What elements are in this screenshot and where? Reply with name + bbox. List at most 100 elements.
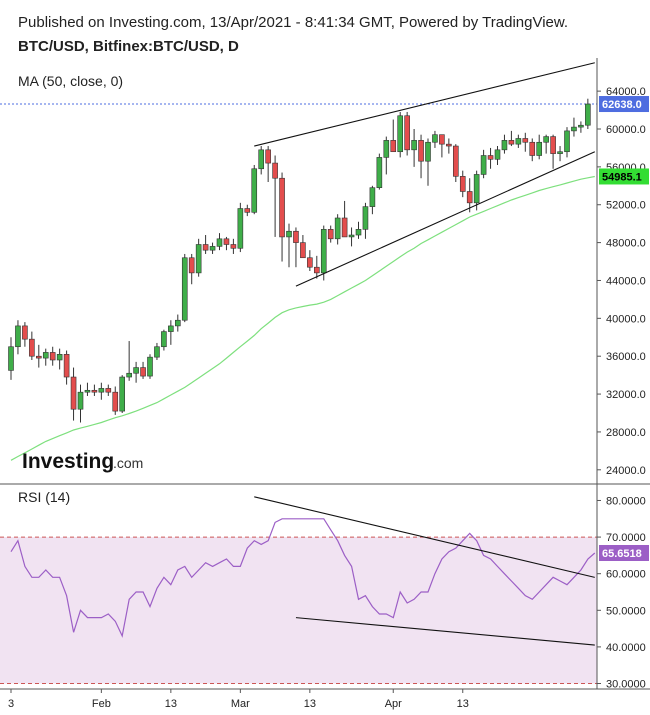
candle-body (209, 246, 216, 251)
candle-body (341, 217, 348, 238)
price-tick-label: 32000.0 (606, 389, 646, 401)
candle-body (452, 145, 459, 177)
candle (258, 146, 265, 175)
candle-body (480, 155, 487, 175)
candle (181, 253, 188, 323)
candle (446, 138, 452, 154)
last-price-tag-bg (599, 96, 649, 113)
candle (15, 320, 21, 355)
candle-body (320, 229, 327, 274)
price-tick-label: 24000.0 (606, 465, 646, 477)
candle-body (279, 177, 285, 238)
rsi-axis: 80.0000 70.0000 60.0000 50.0000 40.0000 30.00… (597, 495, 649, 691)
candle-body (195, 244, 202, 274)
candle-body (418, 140, 424, 162)
candle-body (439, 134, 445, 145)
candle-body (307, 257, 313, 268)
candle (175, 314, 181, 332)
candle (244, 204, 251, 217)
candle (279, 172, 285, 262)
candle-body (529, 141, 536, 156)
candle-body (446, 143, 452, 147)
x-tick-label: 13 (457, 698, 469, 710)
x-axis: 3 Feb 13 Mar 13 Apr 13 (8, 689, 469, 710)
candle-body (175, 319, 181, 327)
candle (501, 134, 508, 154)
candle (550, 134, 556, 169)
rsi-polyline (10, 518, 596, 638)
candle (390, 119, 397, 153)
candle-body (133, 367, 139, 374)
candle (494, 146, 501, 165)
price-tick-label: 48000.0 (606, 238, 646, 250)
rsi-tick-label: 40.0000 (606, 642, 646, 654)
candle (313, 255, 320, 279)
candle (522, 132, 529, 152)
candlesticks (8, 98, 591, 423)
price-tick-label: 28000.0 (606, 427, 646, 439)
upper-wedge-line (254, 62, 595, 147)
candle-body (459, 176, 466, 192)
candle-body (550, 136, 556, 154)
candle-body (272, 162, 278, 179)
candle-body (188, 257, 195, 274)
candle-body (112, 391, 119, 412)
candle (466, 178, 473, 213)
candle-body (508, 140, 515, 145)
candle-body (390, 140, 397, 153)
candle (418, 134, 424, 179)
candle (585, 98, 591, 129)
candle (564, 127, 570, 158)
candle (168, 320, 174, 345)
candle-body (98, 388, 105, 393)
candle-body (223, 238, 230, 245)
candle (473, 170, 480, 211)
last-price-tag-text: 62638.0 (602, 99, 642, 111)
rsi-band-fill (0, 537, 597, 684)
candle-body (105, 388, 112, 393)
candle-body (70, 376, 77, 410)
candle (348, 227, 355, 247)
x-tick-label: 13 (304, 698, 316, 710)
ma-title: MA (50, close, 0) (18, 73, 123, 89)
candle (112, 386, 119, 415)
candle-body (35, 355, 42, 359)
candle (327, 225, 334, 243)
candle-body (15, 325, 21, 348)
candle (293, 227, 299, 268)
investing-logo: Investing.com (22, 450, 143, 473)
candle-body (140, 367, 146, 377)
candle (439, 134, 445, 158)
candle-body (161, 331, 167, 348)
last-price-tag: 62638.0 (599, 96, 649, 113)
candle (154, 342, 160, 360)
candle-body (571, 126, 577, 132)
candle-body (49, 352, 56, 361)
candle-body (543, 136, 549, 143)
rsi-value-tag: 65.6518 (599, 544, 649, 561)
candle (411, 129, 417, 167)
candle-body (56, 354, 63, 361)
moving-average-line (10, 175, 595, 461)
candle-body (22, 325, 28, 340)
candle (286, 223, 292, 268)
candle (133, 361, 139, 383)
candle (459, 170, 466, 198)
candle (272, 155, 278, 237)
candle (397, 111, 404, 158)
candle-body (251, 168, 258, 213)
candle (578, 121, 584, 133)
price-tick-label: 44000.0 (606, 275, 646, 287)
candle-body (557, 151, 563, 154)
candle (126, 341, 132, 381)
candle-body (8, 346, 14, 371)
candle-body (348, 234, 355, 238)
candle (223, 236, 230, 251)
price-tick-label: 40000.0 (606, 313, 646, 325)
candle-body (369, 187, 376, 207)
candle-body (313, 266, 320, 274)
candle-body (327, 229, 334, 240)
candle (536, 134, 543, 160)
candle-body (216, 238, 223, 247)
